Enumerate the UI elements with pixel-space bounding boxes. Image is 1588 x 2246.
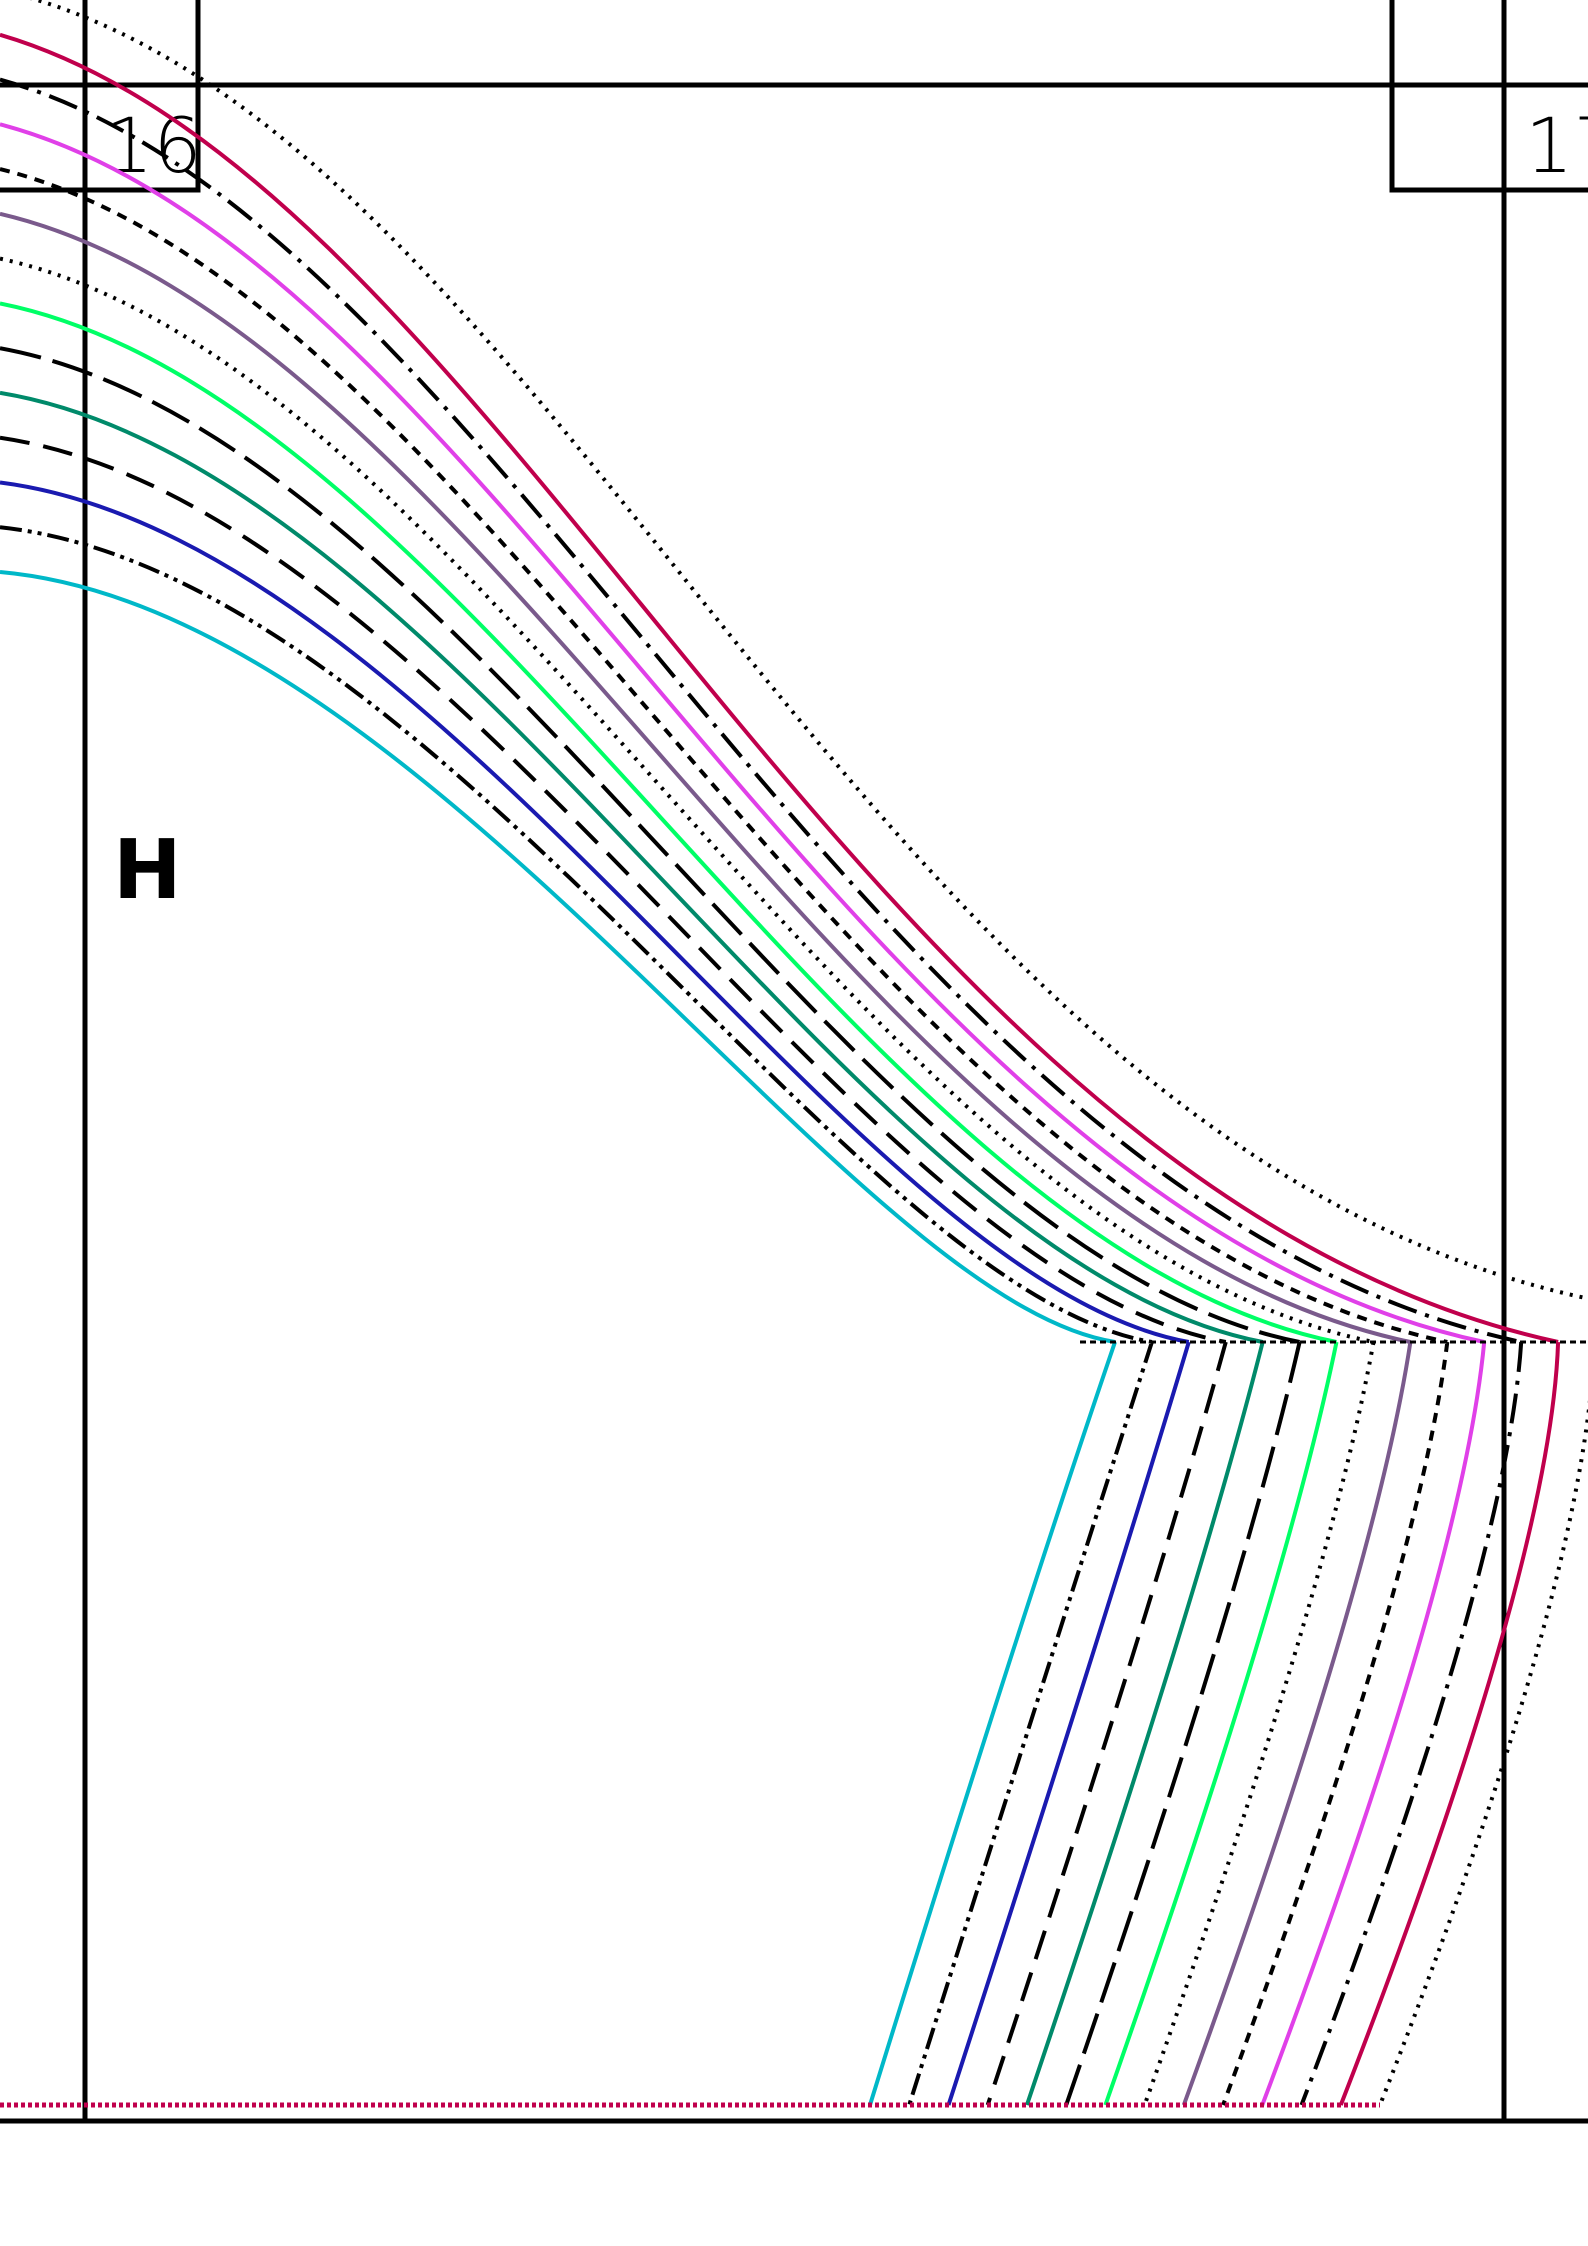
size-line-7 — [0, 256, 1376, 2106]
size-line-9 — [0, 346, 1302, 2106]
size-line-1 — [29, 0, 1588, 2106]
tile-number-right: 17 — [1525, 101, 1588, 190]
tile-grid — [0, 0, 1588, 2124]
tile-number-box-left: 16 — [0, 0, 202, 193]
size-line-10 — [0, 390, 1265, 2106]
tile-number-box-right: 17 — [1389, 0, 1588, 193]
size-line-11 — [0, 435, 1228, 2106]
size-line-12 — [0, 480, 1191, 2106]
size-line-14 — [0, 570, 1117, 2106]
tile-number-left: 16 — [105, 101, 202, 190]
size-line-8 — [0, 301, 1339, 2106]
size-line-13 — [0, 525, 1154, 2106]
size-lines — [0, 0, 1588, 2108]
size-line-4 — [0, 122, 1487, 2106]
size-line-2 — [0, 32, 1561, 2106]
size-line-3 — [0, 77, 1524, 2106]
section-letter: H — [113, 823, 182, 918]
size-line-5 — [0, 167, 1450, 2106]
size-line-6 — [0, 211, 1413, 2106]
